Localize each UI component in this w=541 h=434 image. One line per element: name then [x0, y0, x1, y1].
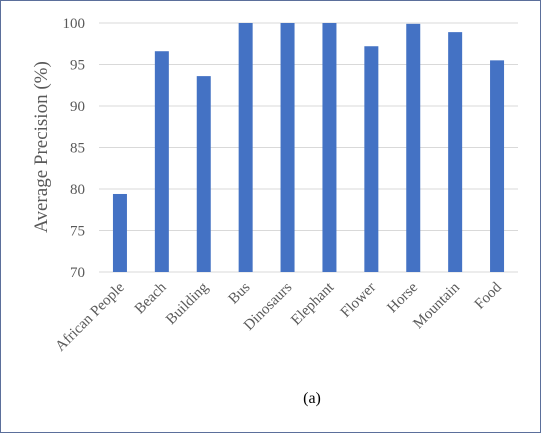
y-tick-label: 80: [70, 182, 85, 198]
bar-elephant: [322, 23, 337, 272]
y-tick-label: 90: [70, 99, 85, 115]
y-tick-label: 75: [70, 224, 85, 240]
bar-horse: [406, 23, 421, 272]
x-category-label: Beach: [132, 279, 170, 317]
x-category-label: Horse: [384, 279, 421, 316]
y-tick-labels: 70 75 80 85 90 95 100: [63, 16, 86, 281]
y-axis-title: Average Precision (%): [31, 61, 52, 233]
y-tick-label: 95: [70, 58, 85, 74]
x-category-label: Building: [163, 279, 212, 328]
x-category-label: Elephant: [288, 279, 338, 329]
bar-flower: [364, 46, 379, 272]
bar-dinosaurs: [280, 23, 295, 272]
bar-food: [490, 60, 505, 272]
bar-building: [196, 76, 211, 273]
x-category-label: Bus: [226, 279, 254, 307]
figure-caption: (a): [303, 390, 321, 407]
bar-beach: [154, 51, 169, 272]
bar-african-people: [112, 193, 127, 272]
bars: [112, 23, 505, 273]
x-category-label: Flower: [338, 280, 379, 321]
y-tick-label: 85: [70, 141, 85, 157]
x-category-label: African People: [53, 279, 128, 354]
bar-bus: [238, 23, 253, 272]
bar-mountain: [448, 32, 463, 272]
x-category-label: Mountain: [410, 279, 463, 332]
y-tick-label: 100: [63, 16, 86, 32]
x-category-label: Food: [472, 279, 505, 312]
y-tick-label: 70: [70, 265, 85, 281]
